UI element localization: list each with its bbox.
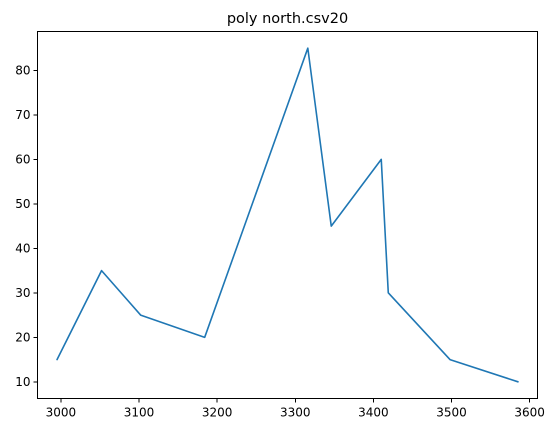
y-tick-label: 30 bbox=[15, 286, 30, 300]
x-tick-label: 3300 bbox=[280, 406, 311, 420]
x-tick-label: 3100 bbox=[124, 406, 155, 420]
axes-frame bbox=[37, 31, 538, 399]
y-tick-label: 80 bbox=[15, 63, 30, 77]
x-tick-label: 3200 bbox=[202, 406, 233, 420]
x-tick-label: 3600 bbox=[514, 406, 545, 420]
series-line bbox=[56, 47, 519, 383]
x-tick-label: 3500 bbox=[436, 406, 467, 420]
chart-title: poly north.csv20 bbox=[227, 11, 348, 27]
y-tick-label: 40 bbox=[15, 241, 30, 255]
y-tick-label: 50 bbox=[15, 197, 30, 211]
x-tick-label: 3400 bbox=[358, 406, 389, 420]
y-tick-label: 60 bbox=[15, 152, 30, 166]
y-tick-label: 20 bbox=[15, 330, 30, 344]
x-tick-label: 3000 bbox=[46, 406, 77, 420]
x-axis: 3000 3100 3200 3300 3400 3500 3600 bbox=[46, 398, 545, 420]
plot-area bbox=[56, 47, 519, 383]
y-tick-label: 70 bbox=[15, 108, 30, 122]
y-axis: 10 20 30 40 50 60 70 80 bbox=[15, 63, 38, 389]
y-tick-label: 10 bbox=[15, 375, 30, 389]
